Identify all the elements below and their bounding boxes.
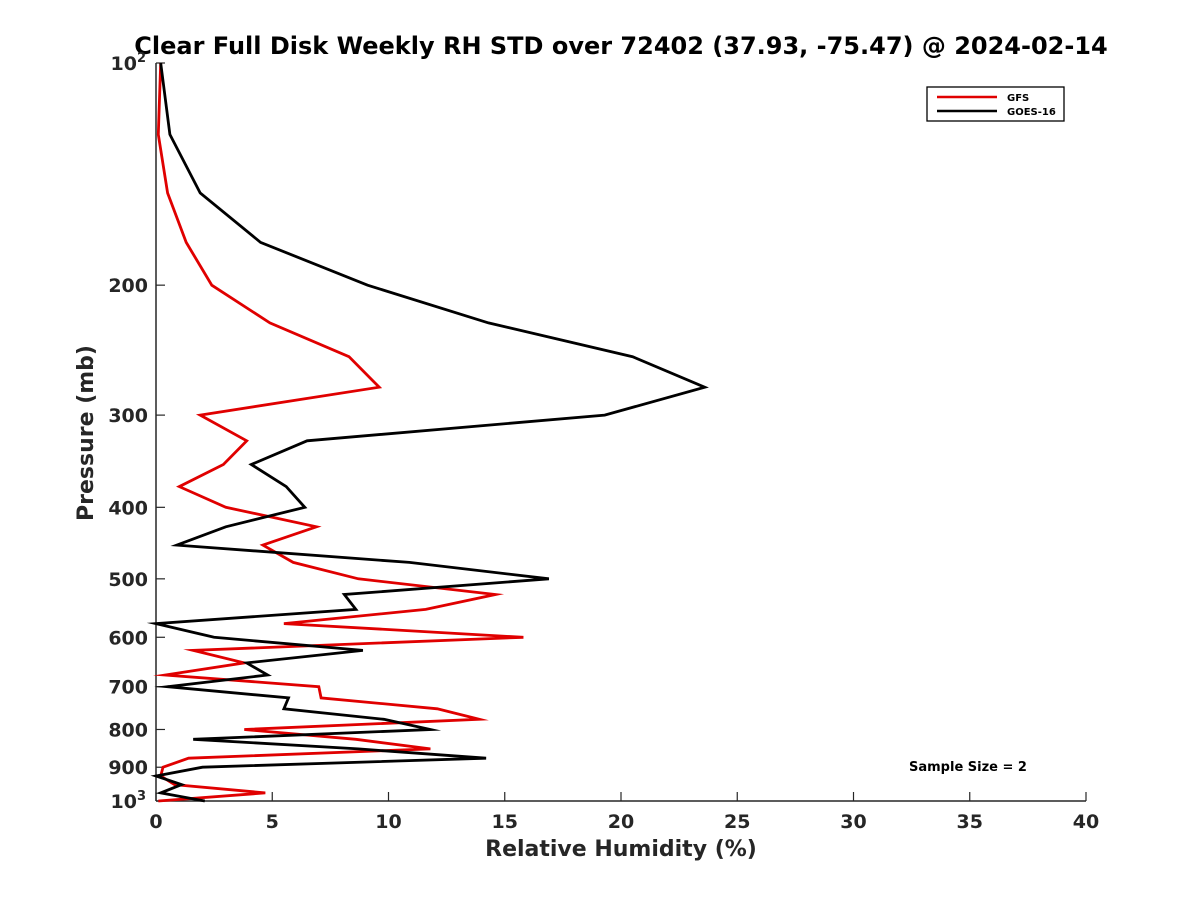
sample-size-annotation: Sample Size = 2 bbox=[909, 760, 1027, 775]
chart-title: Clear Full Disk Weekly RH STD over 72402… bbox=[134, 32, 1107, 60]
legend-label: GFS bbox=[1007, 93, 1029, 104]
x-tick-label: 0 bbox=[149, 811, 162, 833]
y-tick-label: 103 bbox=[111, 789, 147, 813]
legend-box bbox=[926, 86, 1065, 122]
y-tick-label: 700 bbox=[108, 677, 148, 699]
y-tick-label: 600 bbox=[108, 627, 148, 649]
legend: GFS GOES-16 bbox=[926, 86, 1065, 122]
x-tick-label: 5 bbox=[266, 811, 279, 833]
y-tick-label: 500 bbox=[108, 569, 148, 591]
y-tick-label: 200 bbox=[108, 275, 148, 297]
y-tick-label: 900 bbox=[108, 757, 148, 779]
x-tick-label: 35 bbox=[957, 811, 983, 833]
y-tick-label: 800 bbox=[108, 719, 148, 741]
series-line-goes-16 bbox=[146, 62, 709, 803]
series-line-gfs bbox=[153, 62, 524, 803]
y-tick-label: 102 bbox=[111, 51, 147, 75]
y-axis-label: Pressure (mb) bbox=[74, 345, 99, 521]
y-tick-label: 400 bbox=[108, 497, 148, 519]
x-tick-label: 25 bbox=[724, 811, 750, 833]
x-tick-label: 15 bbox=[492, 811, 518, 833]
series-layer bbox=[146, 62, 709, 803]
y-tick-label: 300 bbox=[108, 405, 148, 427]
x-tick-label: 40 bbox=[1073, 811, 1099, 833]
x-tick-label: 30 bbox=[840, 811, 866, 833]
x-tick-label: 20 bbox=[608, 811, 634, 833]
axes: 0 5 10 15 20 25 30 35 40 102 200 300 400 500 600 700 800… bbox=[108, 51, 1099, 833]
x-axis-label: Relative Humidity (%) bbox=[485, 837, 757, 862]
legend-label: GOES-16 bbox=[1007, 107, 1056, 118]
x-tick-label: 10 bbox=[375, 811, 401, 833]
